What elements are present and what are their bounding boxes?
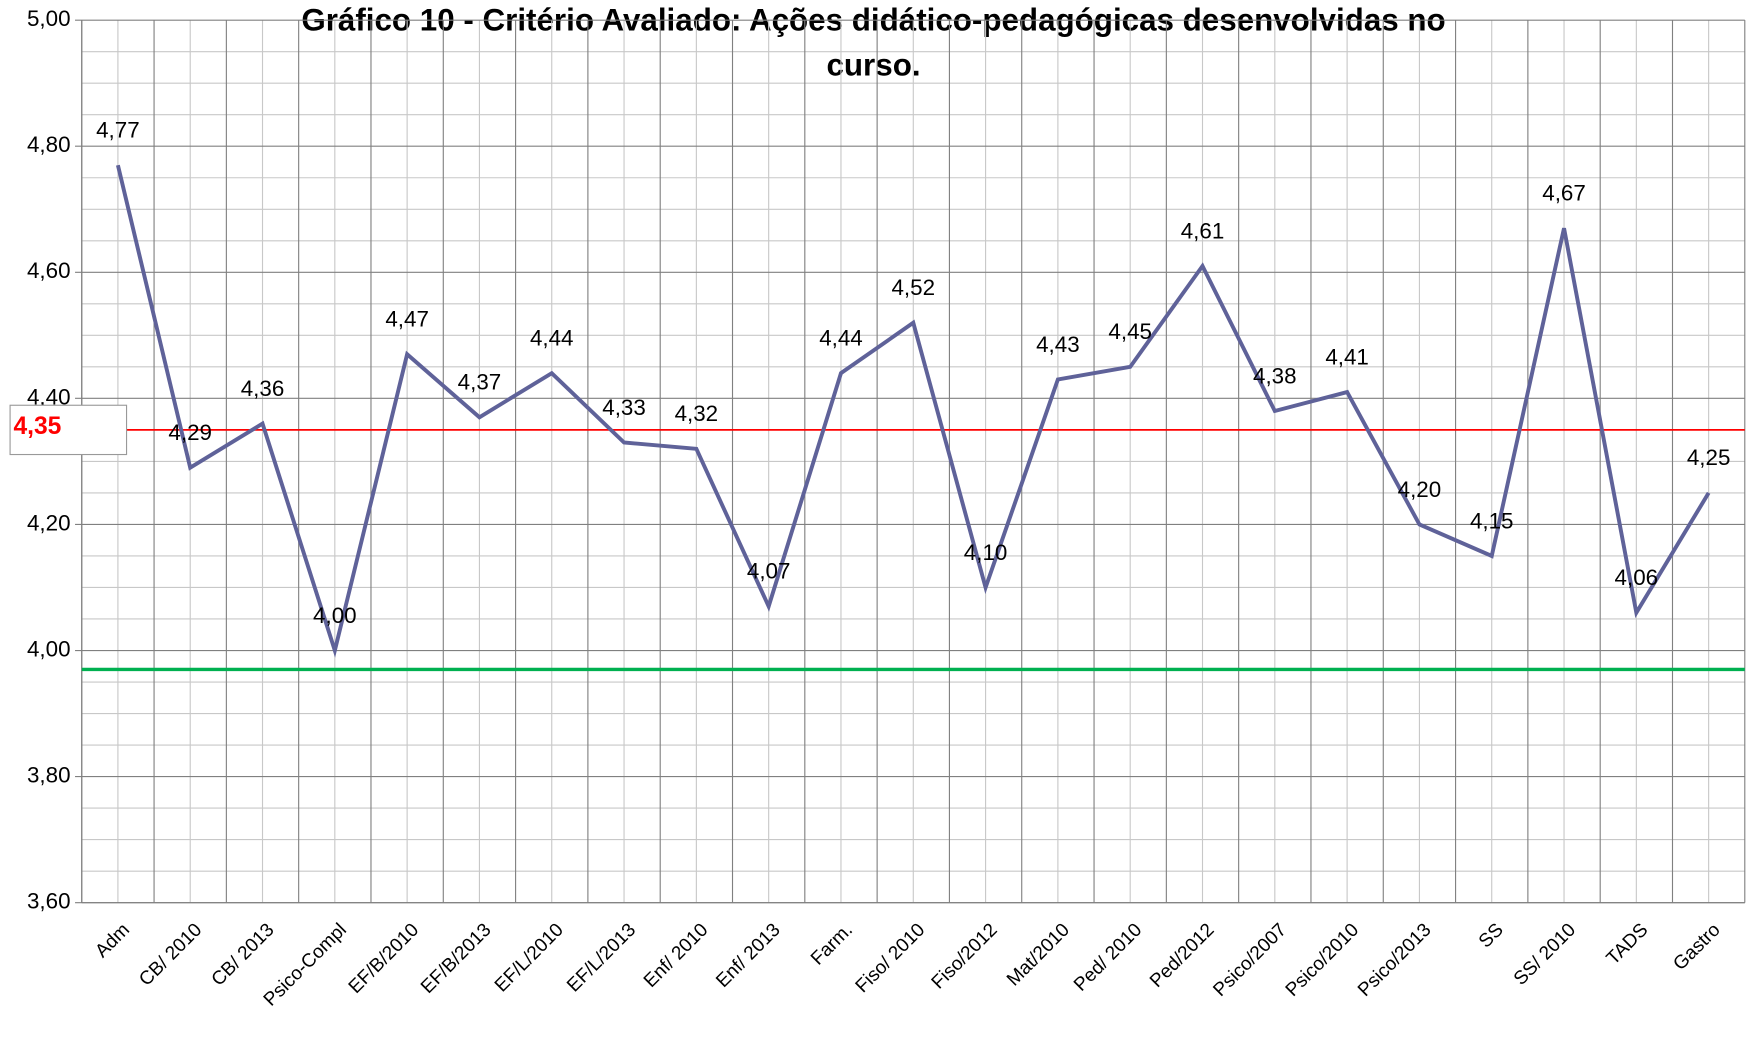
data-label: 4,00 xyxy=(313,603,357,628)
data-label: 4,47 xyxy=(385,307,429,332)
x-tick-label: EF/L/2010 xyxy=(491,920,568,997)
x-tick-label: EF/L/2013 xyxy=(563,920,640,997)
data-label: 4,45 xyxy=(1108,319,1152,344)
x-tick-label: Ped/ 2010 xyxy=(1070,920,1146,996)
data-label: 4,33 xyxy=(602,395,646,420)
data-label: 4,29 xyxy=(168,420,212,445)
data-label: 4,43 xyxy=(1036,332,1080,357)
x-tick-label: SS xyxy=(1475,920,1508,953)
data-label: 4,36 xyxy=(241,376,285,401)
x-tick-label: Farm. xyxy=(807,920,857,970)
data-label: 4,32 xyxy=(675,401,719,426)
data-label: 4,61 xyxy=(1181,218,1225,243)
data-label: 4,67 xyxy=(1542,181,1586,206)
y-tick-label: 3,80 xyxy=(27,762,71,787)
x-tick-label: TADS xyxy=(1603,920,1653,970)
x-tick-label: Gastro xyxy=(1669,920,1724,975)
y-tick-label: 4,80 xyxy=(27,132,71,157)
data-label: 4,06 xyxy=(1615,565,1659,590)
data-label: 4,44 xyxy=(530,325,574,350)
series-line xyxy=(116,164,1711,658)
y-tick-label: 4,60 xyxy=(27,258,71,283)
data-label: 4,07 xyxy=(747,559,791,584)
x-tick-label: Enf/ 2013 xyxy=(712,920,784,992)
x-tick-label: Fiso/2012 xyxy=(928,920,1002,994)
x-tick-label: Enf/ 2010 xyxy=(640,920,712,992)
x-tick-label: EF/B/2010 xyxy=(345,920,423,998)
data-label: 4,37 xyxy=(458,370,502,395)
data-label: 4,20 xyxy=(1398,477,1442,502)
data-label: 4,41 xyxy=(1325,344,1369,369)
y-tick-label: 3,60 xyxy=(27,889,71,914)
x-tick-label: CB/ 2013 xyxy=(208,920,279,991)
y-tick-label: 4,20 xyxy=(27,510,71,535)
y-tick-label: 5,00 xyxy=(27,6,71,31)
x-tick-label: SS/ 2010 xyxy=(1510,920,1580,990)
x-tick-label: Mat/2010 xyxy=(1003,920,1074,991)
x-tick-label: Adm xyxy=(91,920,134,963)
grid xyxy=(75,19,1746,904)
x-tick-label: Psico/2010 xyxy=(1282,920,1363,1001)
x-tick-label: EF/B/2013 xyxy=(417,920,495,998)
data-label: 4,77 xyxy=(96,117,140,142)
reference-label: 4,35 xyxy=(13,413,61,440)
y-tick-label: 4,00 xyxy=(27,636,71,661)
data-label: 4,44 xyxy=(819,325,863,350)
data-label: 4,15 xyxy=(1470,508,1514,533)
data-label: 4,25 xyxy=(1687,445,1731,470)
x-tick-label: Ped/2012 xyxy=(1146,920,1218,992)
x-tick-label: Psico/2013 xyxy=(1354,920,1435,1001)
x-tick-label: Psico/2007 xyxy=(1209,920,1290,1001)
chart-title: curso. xyxy=(826,47,920,82)
data-label: 4,38 xyxy=(1253,363,1297,388)
x-tick-label: CB/ 2010 xyxy=(135,920,206,991)
data-label: 4,10 xyxy=(964,540,1008,565)
data-label: 4,52 xyxy=(891,275,935,300)
x-tick-label: Fiso/ 2010 xyxy=(852,920,930,998)
reference-label-box xyxy=(9,404,128,456)
